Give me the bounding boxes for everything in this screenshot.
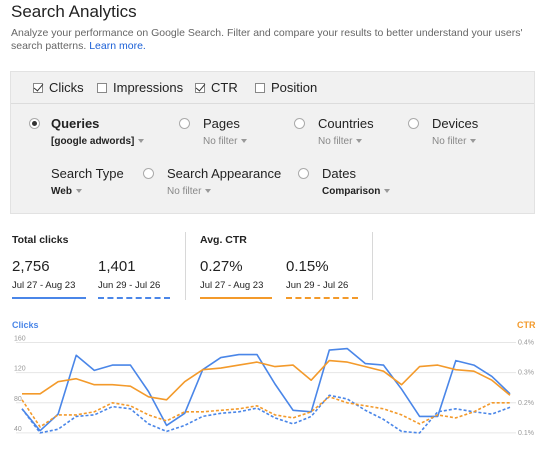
checkbox-icon: [97, 82, 107, 93]
dimension-label: Dates: [322, 166, 356, 181]
right-axis-title: CTR: [517, 320, 536, 330]
dimension-label: Countries: [318, 116, 374, 131]
ctr-dashed-series-line: [21, 395, 510, 428]
filter-value: No filter: [167, 186, 202, 197]
clicks-current-range: Jul 27 - Aug 23: [12, 280, 76, 291]
left-tick-label: 80: [14, 396, 22, 403]
chevron-down-icon: [138, 139, 145, 144]
ctr-current-legend: [200, 297, 272, 299]
right-tick-label: 0.4%: [518, 340, 534, 347]
devices-filter-dropdown[interactable]: No filter: [432, 136, 477, 147]
search-appearance-dimension[interactable]: Search Appearance No filter: [143, 166, 293, 206]
totals-end-divider: [372, 232, 373, 300]
chevron-down-icon: [75, 189, 82, 194]
clicks-current-value: 2,756: [12, 258, 50, 275]
clicks-solid-series-line: [21, 347, 511, 432]
learn-more-link[interactable]: Learn more.: [89, 40, 146, 52]
description-text: Analyze your performance on Google Searc…: [11, 27, 523, 52]
filter-value: No filter: [318, 136, 353, 147]
ctr-checkbox[interactable]: CTR: [195, 80, 238, 95]
right-tick-label: 0.3%: [518, 370, 534, 377]
right-tick-label: 0.2%: [518, 400, 534, 407]
radio-icon: [143, 168, 154, 179]
filter-value: Comparison: [322, 186, 381, 197]
metrics-row: Clicks Impressions CTR Position: [11, 72, 534, 104]
impressions-checkbox[interactable]: Impressions: [97, 80, 183, 95]
clicks-checkbox[interactable]: Clicks: [33, 80, 84, 95]
dates-dimension[interactable]: Dates Comparison: [298, 166, 418, 206]
search-appearance-dropdown[interactable]: No filter: [167, 186, 212, 197]
metric-label: CTR: [211, 80, 238, 95]
totals-divider: [185, 232, 186, 300]
checkbox-icon: [195, 82, 205, 93]
search-type-dropdown[interactable]: Web: [51, 186, 82, 197]
metric-label: Position: [271, 80, 318, 95]
countries-dimension[interactable]: Countries No filter: [294, 116, 404, 156]
page-description: Analyze your performance on Google Searc…: [11, 27, 531, 53]
left-tick-label: 160: [14, 336, 26, 343]
filter-value: Web: [51, 186, 72, 197]
left-tick-label: 120: [14, 366, 26, 373]
ctr-current-range: Jul 27 - Aug 23: [200, 280, 264, 291]
clicks-dashed-series-line: [21, 394, 511, 434]
pages-filter-dropdown[interactable]: No filter: [203, 136, 248, 147]
ctr-previous-legend: [286, 297, 358, 299]
chevron-down-icon: [356, 139, 363, 144]
radio-icon: [179, 118, 190, 129]
metric-label: Impressions: [113, 80, 184, 95]
filter-panel: Clicks Impressions CTR Position Queries …: [10, 71, 535, 214]
ctr-current-value: 0.27%: [200, 258, 243, 275]
ctr-solid-series-line: [22, 359, 511, 401]
dimension-label: Search Appearance: [167, 166, 282, 181]
clicks-previous-value: 1,401: [98, 258, 136, 275]
chevron-down-icon: [470, 139, 477, 144]
devices-dimension[interactable]: Devices No filter: [408, 116, 518, 156]
clicks-previous-legend: [98, 297, 170, 299]
ctr-previous-value: 0.15%: [286, 258, 329, 275]
total-clicks-title: Total clicks: [12, 234, 69, 246]
dimension-label: Search Type: [51, 166, 124, 181]
countries-filter-dropdown[interactable]: No filter: [318, 136, 363, 147]
search-type-dimension[interactable]: Search Type Web: [29, 166, 149, 206]
dates-dropdown[interactable]: Comparison: [322, 186, 391, 197]
ctr-previous-range: Jun 29 - Jul 26: [286, 280, 349, 291]
chevron-down-icon: [384, 189, 391, 194]
chevron-down-icon: [205, 189, 212, 194]
clicks-current-legend: [12, 297, 86, 299]
checkbox-icon: [255, 82, 265, 93]
radio-icon: [29, 118, 40, 129]
queries-filter-dropdown[interactable]: [google adwords]: [51, 136, 145, 147]
left-tick-label: 40: [14, 426, 22, 433]
dimension-label: Queries: [51, 116, 100, 131]
filter-value: [google adwords]: [51, 136, 135, 147]
left-axis-title: Clicks: [12, 320, 39, 330]
dimension-label: Devices: [432, 116, 479, 131]
page-title: Search Analytics: [11, 2, 137, 21]
radio-icon: [294, 118, 305, 129]
filter-value: No filter: [203, 136, 238, 147]
chevron-down-icon: [241, 139, 248, 144]
queries-dimension[interactable]: Queries [google adwords]: [29, 116, 179, 156]
avg-ctr-title: Avg. CTR: [200, 234, 247, 246]
clicks-previous-range: Jun 29 - Jul 26: [98, 280, 161, 291]
checkbox-icon: [33, 82, 43, 93]
pages-dimension[interactable]: Pages No filter: [179, 116, 289, 156]
dimension-label: Pages: [203, 116, 240, 131]
radio-icon: [408, 118, 419, 129]
right-tick-label: 0.1%: [518, 430, 534, 437]
radio-icon: [298, 168, 309, 179]
position-checkbox[interactable]: Position: [255, 80, 317, 95]
filter-value: No filter: [432, 136, 467, 147]
metric-label: Clicks: [49, 80, 84, 95]
